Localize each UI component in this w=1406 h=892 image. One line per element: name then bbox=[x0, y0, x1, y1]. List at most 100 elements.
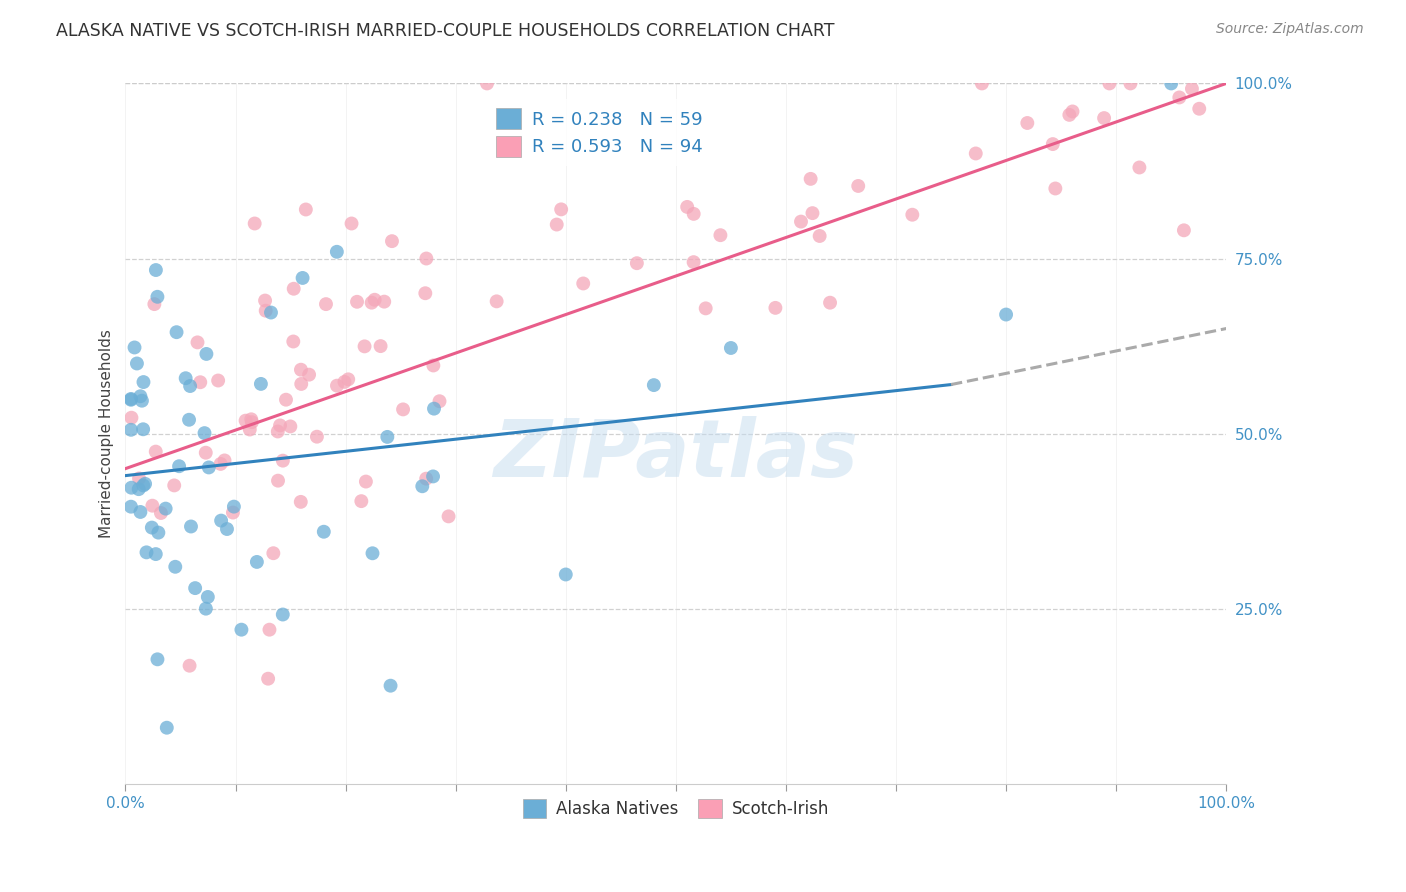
Point bbox=[254, 303, 277, 318]
Point bbox=[695, 301, 717, 316]
Point bbox=[146, 290, 169, 304]
Point bbox=[283, 334, 305, 349]
Point bbox=[141, 499, 163, 513]
Point bbox=[156, 721, 179, 735]
Text: ZIPatlas: ZIPatlas bbox=[494, 416, 858, 493]
Point bbox=[262, 546, 284, 560]
Point bbox=[1188, 102, 1211, 116]
Point bbox=[135, 545, 157, 559]
Point bbox=[676, 200, 699, 214]
Point bbox=[415, 252, 437, 266]
Point bbox=[298, 368, 321, 382]
Point bbox=[720, 341, 742, 355]
Point bbox=[129, 505, 152, 519]
Point bbox=[763, 301, 786, 315]
Point bbox=[128, 482, 150, 496]
Point bbox=[120, 392, 142, 407]
Point bbox=[1168, 90, 1191, 104]
Point bbox=[207, 374, 229, 388]
Point bbox=[194, 601, 217, 615]
Point bbox=[193, 426, 215, 441]
Text: ALASKA NATIVE VS SCOTCH-IRISH MARRIED-COUPLE HOUSEHOLDS CORRELATION CHART: ALASKA NATIVE VS SCOTCH-IRISH MARRIED-CO… bbox=[56, 22, 835, 40]
Point bbox=[120, 392, 142, 406]
Point bbox=[337, 372, 360, 386]
Point bbox=[1173, 223, 1195, 237]
Point bbox=[132, 375, 155, 389]
Point bbox=[361, 546, 384, 560]
Point bbox=[165, 559, 187, 574]
Point bbox=[305, 430, 328, 444]
Point bbox=[145, 263, 167, 277]
Point bbox=[129, 389, 152, 403]
Point bbox=[1042, 137, 1064, 152]
Point bbox=[801, 206, 824, 220]
Point bbox=[254, 293, 277, 308]
Point bbox=[145, 547, 167, 561]
Point bbox=[346, 294, 368, 309]
Point bbox=[643, 378, 665, 392]
Point bbox=[174, 371, 197, 385]
Point bbox=[166, 325, 188, 339]
Point bbox=[290, 495, 312, 509]
Point bbox=[373, 294, 395, 309]
Point bbox=[125, 356, 148, 370]
Point bbox=[326, 378, 349, 392]
Point bbox=[271, 607, 294, 622]
Point bbox=[363, 293, 385, 307]
Point bbox=[682, 255, 704, 269]
Point bbox=[429, 394, 451, 409]
Point bbox=[381, 234, 404, 248]
Point bbox=[790, 214, 813, 228]
Point bbox=[550, 202, 572, 217]
Point bbox=[269, 418, 291, 433]
Point bbox=[1098, 77, 1121, 91]
Point bbox=[120, 500, 142, 514]
Point bbox=[186, 335, 208, 350]
Point bbox=[184, 581, 207, 595]
Point bbox=[145, 444, 167, 458]
Point bbox=[682, 207, 704, 221]
Point bbox=[214, 453, 236, 467]
Point bbox=[163, 478, 186, 492]
Point bbox=[295, 202, 318, 217]
Point bbox=[197, 590, 219, 604]
Point bbox=[422, 359, 444, 373]
Point bbox=[422, 469, 444, 483]
Point bbox=[195, 347, 218, 361]
Point bbox=[240, 412, 263, 426]
Point bbox=[132, 478, 155, 492]
Point bbox=[259, 623, 281, 637]
Point bbox=[167, 459, 190, 474]
Point bbox=[280, 419, 302, 434]
Legend: Alaska Natives, Scotch-Irish: Alaska Natives, Scotch-Irish bbox=[516, 792, 835, 824]
Point bbox=[290, 376, 312, 391]
Point bbox=[177, 413, 200, 427]
Point bbox=[209, 514, 232, 528]
Point bbox=[271, 453, 294, 467]
Point bbox=[260, 305, 283, 319]
Point bbox=[180, 519, 202, 533]
Point bbox=[149, 506, 172, 520]
Point bbox=[120, 410, 142, 425]
Point bbox=[1017, 116, 1039, 130]
Point bbox=[1045, 181, 1067, 195]
Point bbox=[291, 271, 314, 285]
Point bbox=[360, 295, 382, 310]
Point bbox=[808, 229, 831, 244]
Point bbox=[995, 308, 1018, 322]
Point bbox=[240, 415, 263, 429]
Point bbox=[131, 393, 153, 408]
Point bbox=[239, 423, 262, 437]
Point bbox=[155, 501, 177, 516]
Point bbox=[215, 522, 238, 536]
Point bbox=[179, 658, 201, 673]
Point bbox=[546, 218, 568, 232]
Point bbox=[134, 476, 156, 491]
Point bbox=[411, 479, 433, 493]
Point bbox=[350, 494, 373, 508]
Point bbox=[198, 460, 221, 475]
Point bbox=[1092, 111, 1115, 125]
Point bbox=[1160, 77, 1182, 91]
Point bbox=[475, 77, 498, 91]
Point bbox=[333, 375, 356, 389]
